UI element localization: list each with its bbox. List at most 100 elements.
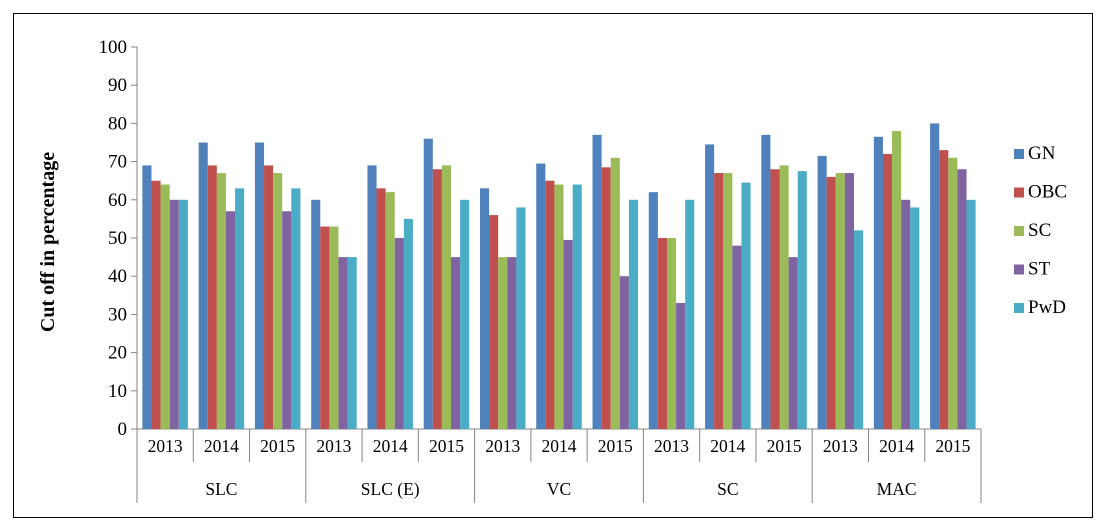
bar-obc [826, 176, 836, 429]
bar-st [563, 239, 573, 429]
legend-label-gn: GN [1028, 143, 1056, 164]
bar-obc [376, 188, 386, 429]
bar-st [169, 199, 179, 429]
bar-pwd [853, 230, 864, 429]
bar-gn [873, 136, 883, 429]
bar-pwd [291, 188, 301, 429]
bar-obc [545, 180, 555, 429]
bar-obc [264, 165, 274, 430]
y-tick-label: 0 [118, 419, 128, 440]
bar-sc [835, 173, 845, 429]
bar-obc [432, 169, 442, 430]
y-tick-label: 90 [108, 75, 127, 96]
legend: GN OBC SC ST PwD [1014, 143, 1067, 318]
x-group-label: MAC [877, 479, 917, 499]
bar-st [788, 257, 798, 429]
bar-pwd [516, 207, 526, 429]
x-tick-label: 2014 [542, 436, 577, 456]
legend-swatch-pwd [1014, 303, 1024, 313]
bar-gn [423, 138, 433, 429]
chart-svg: Cut off in percentage 0 10 20 30 40 50 60 70 80 9… [37, 37, 1067, 503]
y-tick-label: 80 [108, 113, 127, 134]
legend-swatch-st [1014, 264, 1024, 275]
x-tick-label: 2014 [204, 436, 239, 456]
x-tick-label: 2013 [316, 436, 351, 456]
y-tick-label: 60 [108, 190, 127, 211]
bar-obc [489, 215, 499, 429]
bar-sc [948, 157, 958, 429]
y-axis-label-group: Cut off in percentage [37, 152, 59, 332]
bar-gn [367, 165, 377, 430]
x-group-label: SC [717, 479, 738, 499]
bar-st [957, 169, 967, 430]
x-tick-label: 2015 [767, 436, 802, 456]
bar-st [844, 173, 854, 429]
bar-sc [329, 226, 339, 429]
bar-st [282, 211, 292, 429]
x-tick-label: 2015 [260, 436, 295, 456]
bar-sc [610, 157, 620, 429]
x-tick-label: 2014 [879, 436, 914, 456]
bar-obc [882, 153, 893, 429]
bar-obc [151, 180, 161, 429]
y-tick-label: 70 [108, 152, 127, 173]
bar-gn [254, 142, 265, 429]
bar-st [394, 238, 404, 429]
bar-pwd [235, 188, 245, 429]
bar-sc [441, 165, 452, 430]
bar-pwd [685, 199, 695, 429]
bar-obc [770, 169, 780, 430]
legend-swatch-obc [1014, 187, 1024, 198]
bar-sc [779, 165, 789, 430]
bar-gn [648, 192, 658, 429]
bar-gn [817, 155, 827, 429]
bar-st [619, 276, 629, 429]
bar-gn [142, 165, 152, 430]
x-tick-label: 2015 [598, 436, 633, 456]
bar-gn [479, 188, 490, 429]
bar-obc [657, 238, 667, 429]
y-axis-label: Cut off in percentage [37, 152, 59, 332]
bar-st [338, 257, 348, 429]
x-group-label: SLC [205, 479, 237, 499]
bar-pwd [403, 218, 413, 429]
bar-obc [601, 167, 611, 429]
bar-sc [723, 173, 733, 429]
bar-sc [160, 184, 170, 429]
bar-sc [216, 173, 226, 429]
bar-st [732, 245, 742, 429]
bar-gn [592, 134, 602, 430]
bar-sc [554, 184, 564, 429]
bar-sc [498, 257, 508, 429]
legend-label-sc: SC [1028, 220, 1051, 241]
bar-st [507, 257, 517, 429]
legend-swatch-sc [1014, 226, 1024, 236]
x-tick-label: 2014 [373, 436, 408, 456]
bar-pwd [347, 257, 357, 429]
bar-st [451, 257, 461, 429]
bar-sc [666, 238, 677, 429]
bar-pwd [178, 199, 188, 429]
x-group-label: VC [547, 479, 571, 499]
bar-obc [939, 150, 949, 429]
legend-label-obc: OBC [1028, 182, 1067, 203]
x-tick-label: 2014 [710, 436, 745, 456]
x-tick-label: 2015 [935, 436, 970, 456]
x-tick-label: 2013 [485, 436, 520, 456]
legend-swatch-gn [1014, 149, 1024, 159]
bar-gn [705, 144, 715, 429]
bar-st [676, 302, 686, 429]
bar-pwd [628, 199, 639, 429]
y-tick-label: 40 [108, 266, 127, 287]
bar-pwd [797, 171, 807, 429]
x-group-label: SLC (E) [361, 479, 420, 499]
y-tick-label: 20 [108, 343, 127, 364]
bar-pwd [910, 207, 920, 429]
chart-frame: Cut off in percentage 0 10 20 30 40 50 60 70 80 9… [13, 13, 1093, 518]
bar-sc [273, 173, 283, 429]
bar-sc [892, 131, 902, 429]
bar-gn [930, 123, 940, 430]
bar-st [225, 211, 236, 429]
bar-pwd [966, 199, 976, 429]
x-tick-label: 2013 [654, 436, 689, 456]
